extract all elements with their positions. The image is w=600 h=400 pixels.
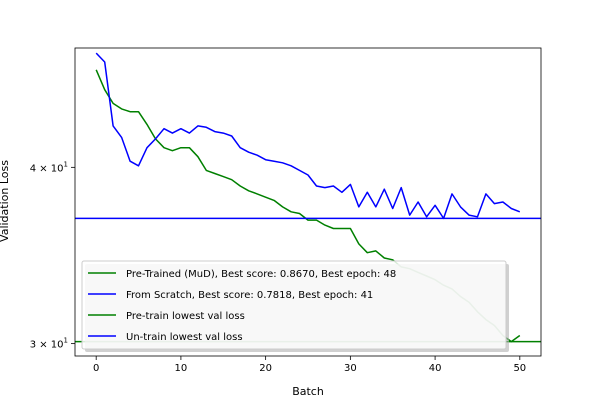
x-tick-label: 40: [429, 363, 442, 374]
x-tick-label: 10: [175, 363, 188, 374]
axes: 0 10 20 30 40 50 4 × 101 3 × 101: [30, 47, 542, 374]
x-tick-label: 50: [513, 363, 526, 374]
series-line-1: [95, 52, 521, 220]
y-axis-label: Validation Loss: [0, 160, 11, 242]
y-tick-label: 4 × 101: [30, 160, 68, 174]
x-tick-label: 20: [259, 363, 272, 374]
legend-entry-1: From Scratch, Best score: 0.7818, Best e…: [126, 290, 373, 301]
x-tick-label: 30: [344, 363, 357, 374]
axes-frame: [74, 47, 542, 357]
legend-entry-3: Un-train lowest val loss: [126, 332, 243, 343]
legend-entry-0: Pre-Trained (MuD), Best score: 0.8670, B…: [126, 269, 396, 280]
y-tick-label: 3 × 101: [30, 337, 68, 351]
x-axis-label: Batch: [292, 385, 324, 398]
x-tick-label: 0: [93, 363, 99, 374]
legend-entry-2: Pre-train lowest val loss: [126, 311, 245, 322]
legend-box: [81, 260, 507, 350]
legend: Pre-Trained (MuD), Best score: 0.8670, B…: [81, 260, 509, 352]
